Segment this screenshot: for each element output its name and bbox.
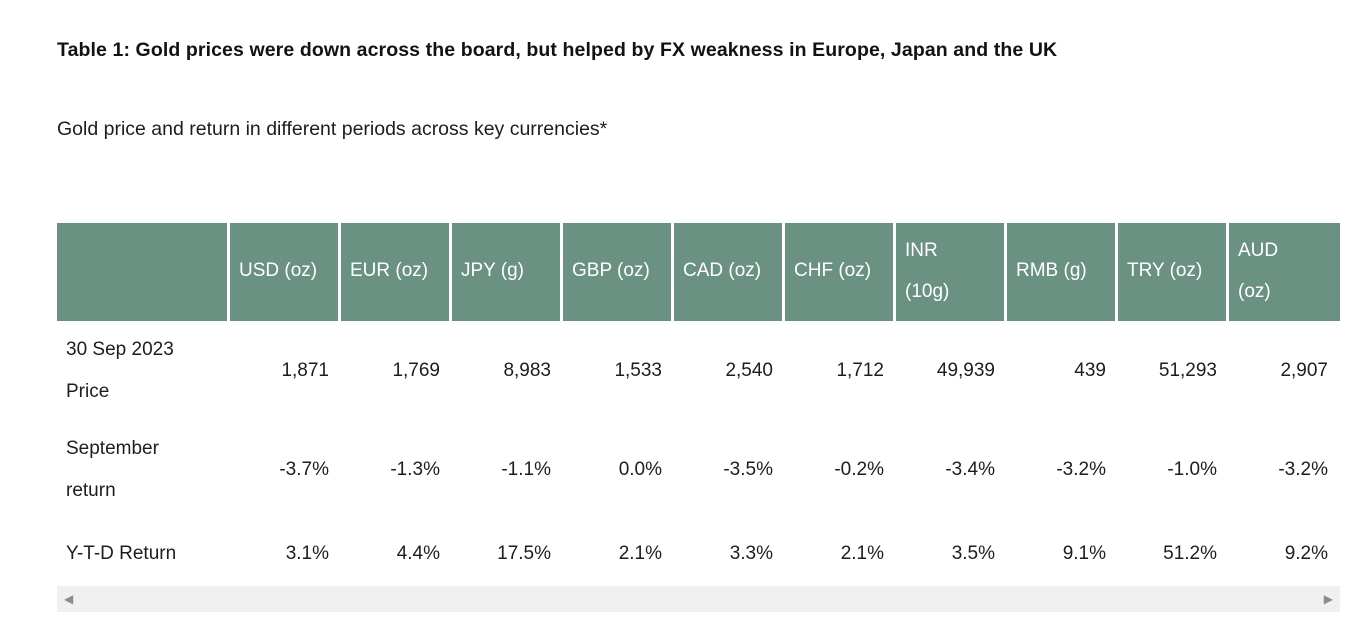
cell-value: 8,983 xyxy=(503,359,551,381)
header-cell-aud-oz: AUD (oz) xyxy=(1229,222,1340,321)
cell-value: -3.5% xyxy=(723,459,773,481)
header-cell-inr-10g: INR (10g) xyxy=(896,222,1007,321)
scroll-left-arrow-icon[interactable]: ◀ xyxy=(64,591,74,606)
header-cell-gbp-oz: GBP (oz) xyxy=(563,222,674,321)
cell-value: 3.3% xyxy=(729,542,773,564)
cell-value: 4.4% xyxy=(396,542,440,564)
header-cell-eur-oz: EUR (oz) xyxy=(341,222,452,321)
scroll-right-arrow-icon[interactable]: ▶ xyxy=(1323,591,1333,606)
cell-value: -0.2% xyxy=(834,459,884,481)
cell-value: 2.1% xyxy=(618,542,662,564)
cell-value: 2,907 xyxy=(1280,359,1328,381)
horizontal-scrollbar[interactable]: ◀ ▶ xyxy=(57,585,1340,612)
row-label-ytd-return: Y-T-D Return xyxy=(66,542,177,564)
row-label-price: 30 Sep 2023 Price xyxy=(66,338,174,402)
cell-value: 9.2% xyxy=(1284,542,1328,564)
table-header-row: USD (oz) EUR (oz) JPY (g) GBP (oz) CAD (… xyxy=(57,222,1340,321)
header-cell-cad-oz: CAD (oz) xyxy=(674,222,785,321)
cell-value: 0.0% xyxy=(618,459,662,481)
cell-value: 9.1% xyxy=(1062,542,1106,564)
report-table-section: Table 1: Gold prices were down across th… xyxy=(57,39,1340,612)
header-cell-blank xyxy=(57,222,230,321)
cell-value: -3.4% xyxy=(945,459,995,481)
table-row-ytd-return: Y-T-D Return 3.1% 4.4% 17.5% 2.1% 3.3% 2… xyxy=(57,520,1340,581)
header-cell-rmb-g: RMB (g) xyxy=(1007,222,1118,321)
cell-value: 2,540 xyxy=(725,359,773,381)
gold-prices-table-container: USD (oz) EUR (oz) JPY (g) GBP (oz) CAD (… xyxy=(57,222,1340,612)
cell-value: 2.1% xyxy=(840,542,884,564)
cell-value: 49,939 xyxy=(936,359,995,381)
header-cell-chf-oz: CHF (oz) xyxy=(785,222,896,321)
cell-value: 3.1% xyxy=(285,542,329,564)
cell-value: 51,293 xyxy=(1158,359,1217,381)
cell-value: -3.7% xyxy=(279,459,329,481)
table-title: Table 1: Gold prices were down across th… xyxy=(57,39,1058,61)
header-cell-usd-oz: USD (oz) xyxy=(230,222,341,321)
cell-value: 1,769 xyxy=(392,359,440,381)
cell-value: -3.2% xyxy=(1056,459,1106,481)
cell-value: 1,871 xyxy=(281,359,329,381)
cell-value: -3.2% xyxy=(1278,459,1328,481)
cell-value: 439 xyxy=(1074,359,1106,381)
header-cell-jpy-g: JPY (g) xyxy=(452,222,563,321)
cell-value: 17.5% xyxy=(497,542,551,564)
cell-value: 1,712 xyxy=(836,359,884,381)
gold-prices-table: USD (oz) EUR (oz) JPY (g) GBP (oz) CAD (… xyxy=(57,222,1340,581)
table-row-september-return: September return -3.7% -1.3% -1.1% 0.0% … xyxy=(57,420,1340,520)
cell-value: -1.3% xyxy=(390,459,440,481)
cell-value: -1.0% xyxy=(1167,459,1217,481)
cell-value: 3.5% xyxy=(951,542,995,564)
cell-value: -1.1% xyxy=(501,459,551,481)
cell-value: 1,533 xyxy=(614,359,662,381)
cell-value: 51.2% xyxy=(1163,542,1217,564)
table-subtitle: Gold price and return in different perio… xyxy=(57,118,608,141)
table-row-price: 30 Sep 2023 Price 1,871 1,769 8,983 1,53… xyxy=(57,321,1340,421)
header-cell-try-oz: TRY (oz) xyxy=(1118,222,1229,321)
row-label-september-return: September return xyxy=(66,438,159,502)
